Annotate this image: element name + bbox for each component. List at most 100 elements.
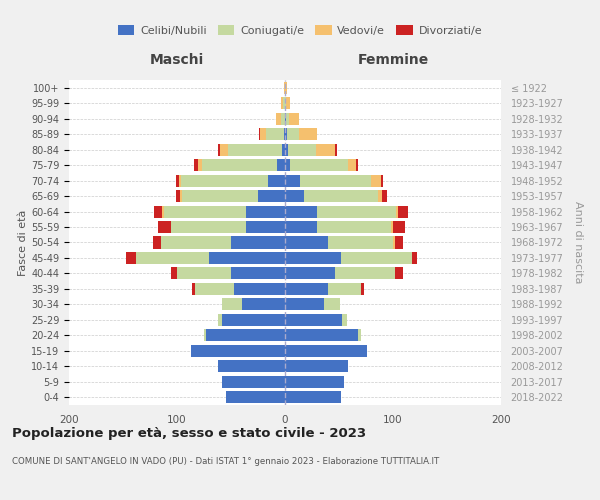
Bar xyxy=(382,190,386,202)
Bar xyxy=(284,82,285,94)
Bar xyxy=(285,252,341,264)
Bar xyxy=(126,252,136,264)
Bar xyxy=(223,376,285,388)
Bar xyxy=(277,112,281,124)
Bar xyxy=(371,174,381,186)
Bar xyxy=(164,206,246,218)
Bar xyxy=(281,97,283,109)
Bar xyxy=(286,97,290,109)
Bar xyxy=(283,97,285,109)
Bar xyxy=(324,298,340,310)
Bar xyxy=(176,174,179,186)
Bar xyxy=(191,345,285,357)
Bar xyxy=(285,174,300,186)
Bar xyxy=(277,159,285,171)
Bar xyxy=(281,112,285,124)
Bar xyxy=(180,190,182,202)
Bar xyxy=(285,112,286,124)
Bar xyxy=(289,112,299,124)
Bar xyxy=(231,236,285,248)
Bar xyxy=(234,283,285,295)
Bar xyxy=(170,268,177,280)
Bar xyxy=(299,128,317,140)
Bar xyxy=(285,330,358,342)
Bar xyxy=(284,128,285,140)
Bar xyxy=(285,82,287,94)
Bar xyxy=(304,190,378,202)
Bar xyxy=(194,159,197,171)
Bar xyxy=(223,314,285,326)
Bar xyxy=(170,221,246,233)
Bar xyxy=(285,97,286,109)
Bar xyxy=(285,314,342,326)
Bar xyxy=(328,236,393,248)
Bar xyxy=(218,360,285,372)
Bar xyxy=(395,268,403,280)
Text: Popolazione per età, sesso e stato civile - 2023: Popolazione per età, sesso e stato civil… xyxy=(12,428,366,440)
Bar xyxy=(290,159,347,171)
Bar xyxy=(285,268,335,280)
Bar xyxy=(161,236,231,248)
Bar xyxy=(218,144,220,156)
Bar xyxy=(378,190,382,202)
Bar xyxy=(398,206,408,218)
Bar xyxy=(393,221,405,233)
Bar xyxy=(136,252,209,264)
Bar xyxy=(287,128,299,140)
Bar xyxy=(220,144,228,156)
Bar xyxy=(258,190,285,202)
Bar xyxy=(181,174,268,186)
Bar xyxy=(361,283,364,295)
Bar xyxy=(285,190,304,202)
Bar xyxy=(285,345,367,357)
Bar xyxy=(347,159,356,171)
Text: Femmine: Femmine xyxy=(358,54,428,68)
Text: COMUNE DI SANT'ANGELO IN VADO (PU) - Dati ISTAT 1° gennaio 2023 - Elaborazione T: COMUNE DI SANT'ANGELO IN VADO (PU) - Dat… xyxy=(12,458,439,466)
Bar xyxy=(231,268,285,280)
Bar xyxy=(393,236,395,248)
Bar xyxy=(285,128,287,140)
Bar xyxy=(300,174,371,186)
Bar xyxy=(223,298,242,310)
Legend: Celibi/Nubili, Coniugati/e, Vedovi/e, Divorziati/e: Celibi/Nubili, Coniugati/e, Vedovi/e, Di… xyxy=(113,20,487,40)
Bar xyxy=(341,252,412,264)
Bar xyxy=(158,221,170,233)
Bar xyxy=(204,330,206,342)
Bar xyxy=(316,144,335,156)
Bar xyxy=(335,268,395,280)
Bar xyxy=(177,268,231,280)
Bar xyxy=(285,159,290,171)
Bar xyxy=(288,144,316,156)
Bar xyxy=(391,221,393,233)
Bar xyxy=(317,221,391,233)
Bar xyxy=(259,128,260,140)
Bar xyxy=(412,252,417,264)
Bar xyxy=(182,190,258,202)
Bar xyxy=(285,376,344,388)
Bar xyxy=(396,206,398,218)
Bar xyxy=(285,236,328,248)
Bar xyxy=(285,360,347,372)
Bar xyxy=(176,190,180,202)
Bar xyxy=(285,283,328,295)
Bar xyxy=(218,314,223,326)
Bar xyxy=(381,174,383,186)
Text: Maschi: Maschi xyxy=(150,54,204,68)
Bar xyxy=(285,206,317,218)
Bar xyxy=(197,159,202,171)
Bar xyxy=(246,206,285,218)
Bar xyxy=(286,112,289,124)
Bar xyxy=(162,206,164,218)
Bar xyxy=(209,252,285,264)
Bar xyxy=(192,283,196,295)
Y-axis label: Anni di nascita: Anni di nascita xyxy=(573,201,583,284)
Bar xyxy=(179,174,181,186)
Bar xyxy=(226,391,285,404)
Bar xyxy=(358,330,361,342)
Bar xyxy=(328,283,361,295)
Bar xyxy=(228,144,282,156)
Bar xyxy=(196,283,234,295)
Bar xyxy=(342,314,347,326)
Y-axis label: Fasce di età: Fasce di età xyxy=(18,210,28,276)
Bar xyxy=(153,236,161,248)
